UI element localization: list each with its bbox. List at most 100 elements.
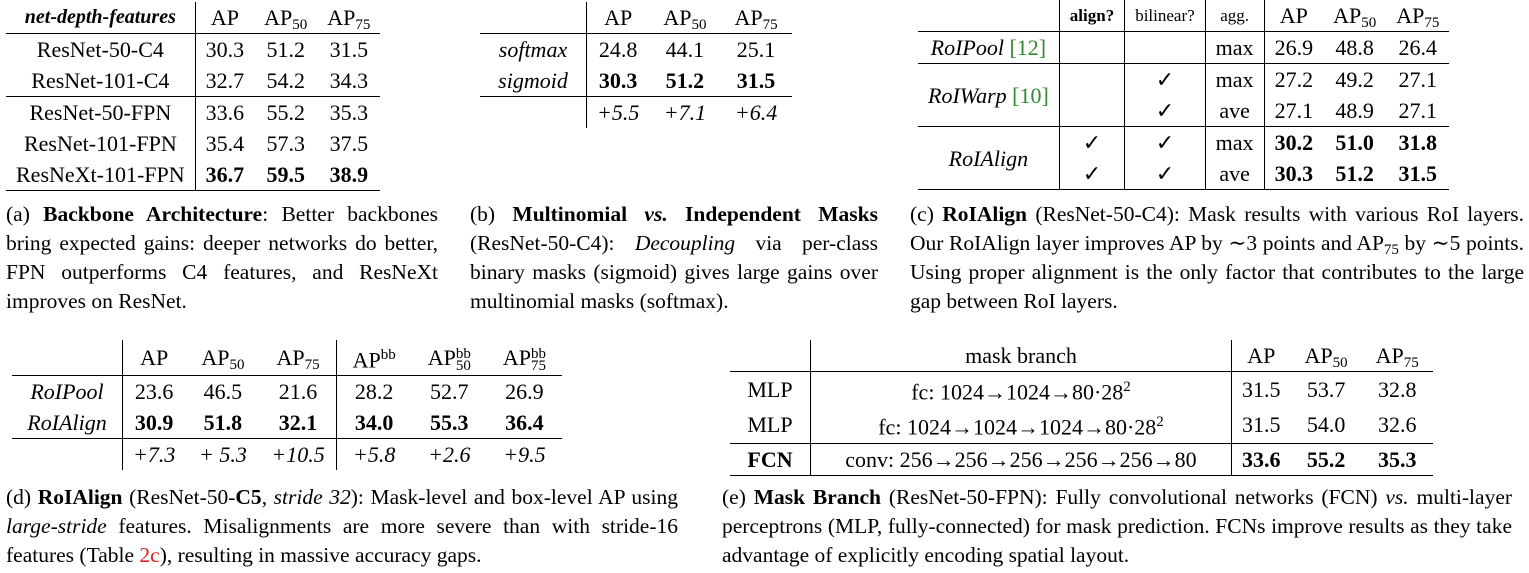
table-row: MLP fc: 1024→1024→1024→80·282 31.5 54.0 … xyxy=(730,407,1433,444)
table-c-cell: 51.0 xyxy=(1335,130,1374,155)
table-d-header-cell: AP50 xyxy=(201,345,245,374)
table-d-cell: 46.5 xyxy=(203,379,243,405)
table-c-cell: 27.1 xyxy=(1274,98,1314,123)
table-a-cell: 31.5 xyxy=(329,37,369,62)
table-b-cell: 31.5 xyxy=(736,68,776,93)
table-a-cell: 35.3 xyxy=(329,100,369,125)
table-d-header: AP AP50 AP75 APbb APbb 50 APbb 75 xyxy=(12,340,562,376)
table-a-cell: ResNet-50-FPN xyxy=(6,96,196,128)
caption-label: (d) xyxy=(6,485,32,509)
table-row: RoIAlign ✓ ✓ max 30.2 51.0 31.8 xyxy=(918,126,1450,190)
table-row: +7.3 + 5.3 +10.5 +5.8 +2.6 +9.5 xyxy=(12,438,562,471)
table-e-header-cell: AP xyxy=(1247,343,1276,368)
table-e-cell: conv: 256→256→256→256→256→80 xyxy=(810,443,1232,476)
table-a-cell: 37.5 xyxy=(329,131,369,156)
table-c-method: RoIPool [12] xyxy=(918,31,1060,64)
caption-text: : Better backbones bring expected gains:… xyxy=(6,202,439,313)
caption-text: multi-layer perceptrons (MLP, fully-conn… xyxy=(722,485,1513,567)
table-e-cell: 32.6 xyxy=(1377,412,1417,438)
table-d-cell: +5.8 xyxy=(352,442,396,468)
mask-branch-spec: fc: 1024→1024→1024→80·28 xyxy=(878,414,1157,440)
table-d-cell: 28.2 xyxy=(354,379,394,405)
table-row: sigmoid 30.3 51.2 31.5 xyxy=(480,65,792,97)
table-b-cell xyxy=(480,96,587,128)
caption-title: Independent Masks xyxy=(685,202,878,226)
table-a-cell: 33.6 xyxy=(205,100,245,125)
table-c-cell: 26.9 xyxy=(1274,35,1314,60)
table-c-header-cell xyxy=(918,0,1060,32)
table-a-cell: 54.2 xyxy=(266,68,305,93)
caption-text: via per-class binary masks (sigmoid) giv… xyxy=(470,231,878,313)
caption-bold: C5 xyxy=(235,485,262,509)
table-c-method: RoIWarp [10] xyxy=(918,63,1060,127)
table-a-cell: ResNet-101-FPN xyxy=(6,128,196,159)
table-a-cell: 36.7 xyxy=(205,162,245,187)
table-a-cell: 30.3 xyxy=(205,37,245,62)
table-d-cell: 51.8 xyxy=(203,410,243,436)
table-c-cell: ✓ xyxy=(1124,158,1206,190)
table-c-cell: 49.2 xyxy=(1335,67,1374,92)
caption-text: by ∼5 points. Using proper alignment is … xyxy=(910,231,1524,313)
table-c-cell xyxy=(1059,31,1126,64)
caption-label: (b) xyxy=(470,202,496,226)
table-a-header-cell: AP xyxy=(210,5,239,30)
table-b-caption: (b) Multinomial vs. Independent Masks (R… xyxy=(470,200,878,316)
caption-emphasis: large-stride xyxy=(6,514,107,538)
caption-title: RoIAlign xyxy=(942,202,1028,226)
table-d-cell: +9.5 xyxy=(503,442,546,468)
table-c-cell: 26.4 xyxy=(1398,35,1438,60)
table-d-cell: +10.5 xyxy=(260,438,337,471)
table-row: ResNeXt-101-FPN 36.7 59.5 38.9 xyxy=(6,159,381,191)
table-e-caption: (e) Mask Branch (ResNet-50-FPN): Fully c… xyxy=(722,483,1512,570)
mask-branch-spec: fc: 1024→1024→80·28 xyxy=(911,379,1124,405)
table-reference-link[interactable]: 2c xyxy=(139,543,160,567)
table-row: softmax 24.8 44.1 25.1 xyxy=(480,33,792,65)
table-d-cell: RoIPool xyxy=(12,375,123,408)
table-c-cell xyxy=(1124,31,1206,64)
table-c-header-cell: AP50 xyxy=(1333,3,1377,31)
table-row: ✓ ✓ ave 30.3 51.2 31.5 xyxy=(918,158,1450,190)
caption-title: Mask Branch xyxy=(753,485,881,509)
table-b: AP AP50 AP75 softmax 24.8 44.1 25.1 sigm… xyxy=(480,2,792,128)
table-e-cell: 31.5 xyxy=(1242,412,1281,438)
table-a-cell: 32.7 xyxy=(205,68,245,93)
table-d-header-cell: APbb xyxy=(352,347,396,373)
table-a-header: net-depth-features AP AP50 AP75 xyxy=(6,2,381,34)
table-d-cell: 36.4 xyxy=(505,410,544,436)
caption-text: (ResNet-50-C4): Mask results with variou… xyxy=(910,202,1525,255)
superscript: 2 xyxy=(1123,379,1131,395)
citation[interactable]: [12] xyxy=(1009,35,1047,60)
caption-text: (ResNet-50-C4): xyxy=(470,231,615,255)
table-c-cell xyxy=(1059,95,1126,127)
table-c-header-cell: AP75 xyxy=(1396,3,1440,31)
table-b-cell: softmax xyxy=(480,33,587,65)
caption-emphasis: vs. xyxy=(1385,485,1409,509)
table-a-cell: 57.3 xyxy=(266,131,305,156)
table-a-panel: net-depth-features AP AP50 AP75 ResNet-5… xyxy=(6,2,381,191)
table-c-cell: ave xyxy=(1205,158,1265,190)
table-c-cell: 30.3 xyxy=(1274,161,1314,186)
table-c-cell: ✓ xyxy=(1124,95,1206,127)
table-d-header-cell: AP75 xyxy=(260,340,337,376)
citation[interactable]: [10] xyxy=(1012,82,1049,108)
table-b-panel: AP AP50 AP75 softmax 24.8 44.1 25.1 sigm… xyxy=(480,2,792,128)
table-d-cell: +7.3 xyxy=(133,442,176,468)
caption-title-vs: vs. xyxy=(644,202,668,226)
table-e-cell: 32.8 xyxy=(1377,377,1417,403)
table-a-caption: (a) Backbone Architecture: Better backbo… xyxy=(6,200,438,316)
table-c-cell: 27.2 xyxy=(1274,67,1314,92)
table-e-cell: 33.6 xyxy=(1242,446,1281,472)
table-e-header: mask branch AP AP50 AP75 xyxy=(730,340,1433,372)
table-c-cell: 27.1 xyxy=(1398,67,1438,92)
table-c-header-cell: AP xyxy=(1279,3,1308,28)
table-a-cell: 51.2 xyxy=(266,37,305,62)
table-row: +5.5 +7.1 +6.4 xyxy=(480,96,792,128)
table-a-cell: 35.4 xyxy=(205,131,245,156)
table-c-cell: 48.9 xyxy=(1335,98,1374,123)
table-e-cell: 54.0 xyxy=(1306,412,1346,438)
table-c-caption: (c) RoIAlign (ResNet-50-C4): Mask result… xyxy=(910,200,1524,316)
table-a-cell: ResNet-101-C4 xyxy=(6,65,196,97)
caption-subscript: 75 xyxy=(1383,242,1399,258)
table-c-cell: max xyxy=(1205,31,1265,64)
table-row: RoIAlign 30.9 51.8 32.1 34.0 55.3 36.4 xyxy=(12,407,562,439)
